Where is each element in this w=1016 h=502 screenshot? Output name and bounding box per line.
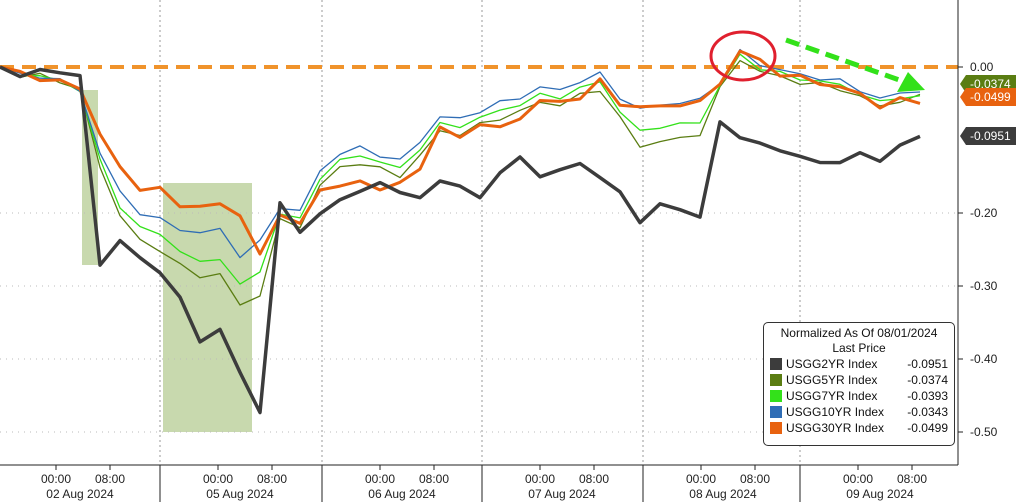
x-tick-time: 00:00 xyxy=(365,472,395,486)
legend-series-name: USGG7YR Index xyxy=(786,389,878,403)
x-tick-time: 08:00 xyxy=(257,472,287,486)
last-value-label: -0.0499 xyxy=(970,90,1011,104)
legend-swatch xyxy=(770,422,782,434)
legend-swatch xyxy=(770,374,782,386)
highlight-circle xyxy=(709,30,777,82)
shaded-region xyxy=(163,183,252,432)
x-tick-time: 08:00 xyxy=(95,472,125,486)
x-tick-time: 00:00 xyxy=(41,472,71,486)
series-line-usgg30yr xyxy=(0,49,921,256)
x-tick-time: 08:00 xyxy=(740,472,770,486)
x-tick-time: 08:00 xyxy=(897,472,927,486)
last-value-label: -0.0374 xyxy=(970,77,1011,91)
x-tick-time: 08:00 xyxy=(579,472,609,486)
series-line-usgg7yr xyxy=(0,53,921,285)
legend-item: USGG30YR Index -0.0499 xyxy=(770,420,948,436)
x-tick-time: 08:00 xyxy=(419,472,449,486)
legend-title: Normalized As Of 08/01/2024 xyxy=(780,326,938,340)
legend-item: USGG7YR Index -0.0393 xyxy=(770,388,948,404)
legend-item: USGG2YR Index -0.0951 xyxy=(770,356,948,372)
series-line-usgg2yr xyxy=(0,65,921,415)
legend-series-value: -0.0393 xyxy=(907,389,948,403)
y-tick-label: -0.40 xyxy=(970,352,998,366)
legend-series-name: USGG2YR Index xyxy=(786,357,878,371)
legend-item: USGG10YR Index -0.0343 xyxy=(770,404,948,420)
legend-series-value: -0.0343 xyxy=(907,405,948,419)
trend-arrow-head xyxy=(897,72,925,92)
legend-item: USGG5YR Index -0.0374 xyxy=(770,372,948,388)
legend-series-name: USGG5YR Index xyxy=(786,373,878,387)
x-tick-date: 08 Aug 2024 xyxy=(689,487,757,501)
x-tick-date: 09 Aug 2024 xyxy=(846,487,914,501)
legend-series-name: USGG10YR Index xyxy=(786,405,885,419)
y-tick-label: -0.30 xyxy=(970,279,998,293)
legend-series-value: -0.0374 xyxy=(907,373,948,387)
y-tick-label: -0.50 xyxy=(970,425,998,439)
y-tick-label: -0.20 xyxy=(970,206,998,220)
legend-swatch xyxy=(770,390,782,402)
x-tick-date: 02 Aug 2024 xyxy=(46,487,114,501)
x-tick-time: 00:00 xyxy=(843,472,873,486)
x-tick-date: 07 Aug 2024 xyxy=(528,487,596,501)
series-line-usgg10yr xyxy=(0,48,921,259)
legend-swatch xyxy=(770,406,782,418)
x-tick-time: 00:00 xyxy=(686,472,716,486)
legend-subtitle: Last Price xyxy=(832,341,886,355)
legend-swatch xyxy=(770,358,782,370)
legend-series-name: USGG30YR Index xyxy=(786,421,885,435)
last-value-label: -0.0951 xyxy=(970,129,1011,143)
trend-arrow-line xyxy=(785,37,906,85)
legend-series-value: -0.0951 xyxy=(907,357,948,371)
x-tick-time: 00:00 xyxy=(525,472,555,486)
x-tick-time: 00:00 xyxy=(203,472,233,486)
y-tick-label: 0.00 xyxy=(970,60,994,74)
legend-series-value: -0.0499 xyxy=(907,421,948,435)
last-value-badge xyxy=(960,127,1016,145)
last-value-badge xyxy=(960,88,1016,106)
x-tick-date: 05 Aug 2024 xyxy=(206,487,274,501)
x-tick-date: 06 Aug 2024 xyxy=(368,487,436,501)
series-line-usgg5yr xyxy=(0,59,921,306)
legend: Normalized As Of 08/01/2024 Last Price U… xyxy=(763,322,955,446)
